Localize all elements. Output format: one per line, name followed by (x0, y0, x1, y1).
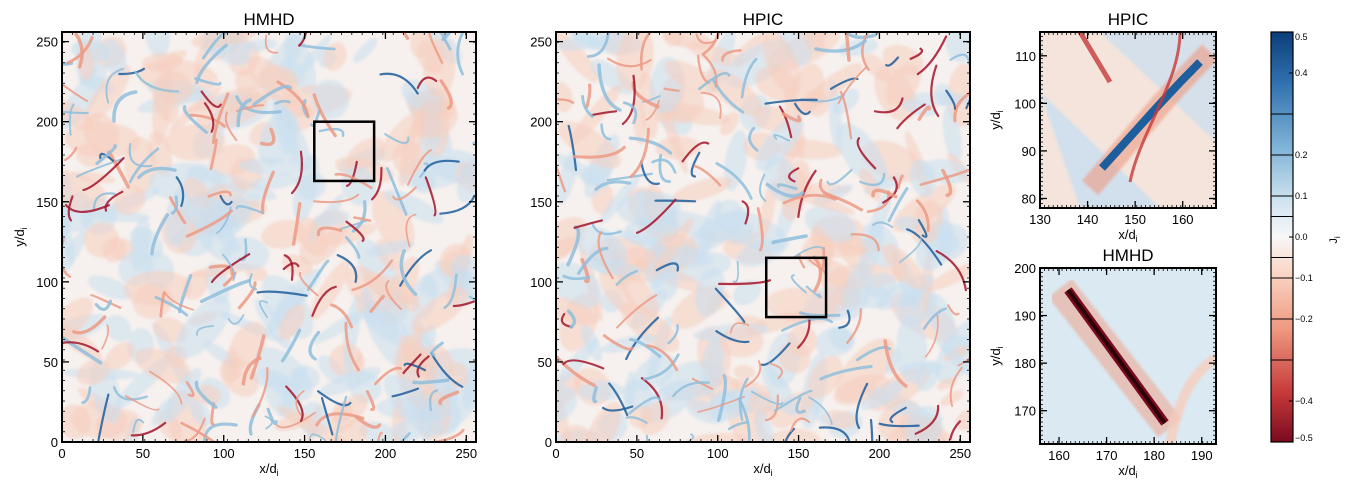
current-density-field (62, 32, 476, 442)
x-tick-label: 160 (1048, 448, 1070, 463)
colorbar-tick-label: 0.4 (1295, 68, 1308, 78)
y-tick-label: 180 (1014, 356, 1036, 371)
x-tick-label: 0 (58, 446, 65, 461)
x-tick-label: 0 (552, 446, 559, 461)
x-tick-label: 150 (788, 446, 810, 461)
x-tick-label: 130 (1029, 212, 1051, 227)
y-tick-label: 250 (36, 35, 58, 50)
y-tick-label: 200 (530, 115, 552, 130)
panel-2: HPIC 0 50 100 150 200 250 0 50 100 150 200 250 x/di (530, 10, 971, 478)
colorbar-tick-label: 0.2 (1295, 150, 1308, 160)
panel-3: HPIC 130 140 150 160 80 90 100 110 x/di y/di (988, 10, 1217, 244)
colorbar-label: Ji (1328, 236, 1342, 244)
x-tick-label: 140 (1077, 212, 1099, 227)
colorbar-tick-label: 0.0 (1295, 232, 1308, 242)
y-tick-label: 170 (1014, 404, 1036, 419)
panel-title: HPIC (1108, 10, 1149, 29)
panel-1: HMHD 0 50 100 150 200 250 0 50 100 150 200 250 x/di y/… (12, 10, 477, 478)
panel-title: HPIC (743, 10, 784, 29)
y-tick-label: 0 (51, 435, 58, 450)
y-tick-label: 250 (530, 35, 552, 50)
y-tick-label: 110 (1015, 49, 1036, 64)
panel-title: HMHD (1103, 246, 1154, 265)
svg-text:y/di: y/di (988, 110, 1005, 129)
x-axis-label: x/di (753, 461, 772, 478)
y-axis-label: y/di (988, 346, 1005, 365)
current-density-field (556, 32, 970, 442)
y-tick-label: 100 (1014, 96, 1036, 111)
y-tick-label: 80 (1022, 191, 1036, 206)
panel-4: HMHD 160 170 180 190 170 180 190 200 x/di y/di (988, 246, 1217, 480)
zoom-region-box (313, 120, 376, 183)
y-tick-label: 150 (530, 195, 552, 210)
x-tick-label: 160 (1172, 212, 1194, 227)
colorbar-tick-label: −0.2 (1295, 314, 1313, 324)
svg-text:x/di: x/di (753, 461, 772, 478)
svg-text:x/di: x/di (1118, 463, 1137, 480)
x-tick-label: 150 (1124, 212, 1146, 227)
current-sheet-field (1040, 268, 1216, 444)
y-tick-label: 200 (1014, 261, 1036, 276)
colorbar-tick-label: −0.5 (1295, 433, 1313, 443)
x-tick-label: 50 (136, 446, 150, 461)
x-tick-label: 100 (707, 446, 729, 461)
panel-title: HMHD (244, 10, 295, 29)
x-tick-label: 200 (869, 446, 891, 461)
svg-text:y/di: y/di (12, 227, 29, 246)
colorbar-tick-label: 0.5 (1295, 32, 1308, 42)
y-tick-label: 100 (530, 275, 552, 290)
y-tick-label: 50 (44, 355, 58, 370)
svg-text:Ji: Ji (1328, 236, 1342, 244)
x-tick-label: 180 (1143, 448, 1165, 463)
svg-text:y/di: y/di (988, 346, 1005, 365)
x-tick-label: 170 (1096, 448, 1118, 463)
x-tick-label: 200 (375, 446, 397, 461)
x-tick-label: 250 (949, 446, 971, 461)
colorbar-tick-label: −0.1 (1295, 273, 1313, 283)
current-sheet-field (1040, 32, 1216, 208)
y-axis-label: y/di (12, 227, 29, 246)
y-tick-label: 0 (545, 435, 552, 450)
y-tick-label: 200 (36, 115, 58, 130)
x-tick-label: 250 (455, 446, 477, 461)
x-tick-label: 50 (630, 446, 644, 461)
y-tick-label: 100 (36, 275, 58, 290)
y-tick-label: 150 (36, 195, 58, 210)
x-tick-label: 100 (213, 446, 235, 461)
x-tick-label: 190 (1191, 448, 1213, 463)
colorbar: 0.5 0.4 0.2 0.1 0.0 −0.1 −0.2 −0.4 −0.5 Ji (1270, 31, 1342, 443)
x-axis-label: x/di (1118, 463, 1137, 480)
y-axis-label: y/di (988, 110, 1005, 129)
y-tick-label: 90 (1022, 144, 1036, 159)
svg-text:x/di: x/di (259, 461, 278, 478)
svg-text:x/di: x/di (1118, 227, 1137, 244)
x-tick-label: 150 (294, 446, 316, 461)
x-axis-label: x/di (1118, 227, 1137, 244)
colorbar-tick-label: 0.1 (1295, 191, 1308, 201)
x-axis-label: x/di (259, 461, 278, 478)
y-tick-label: 50 (538, 355, 552, 370)
y-tick-label: 190 (1014, 309, 1036, 324)
zoom-region-box (764, 256, 828, 319)
colorbar-tick-label: −0.4 (1295, 396, 1313, 406)
